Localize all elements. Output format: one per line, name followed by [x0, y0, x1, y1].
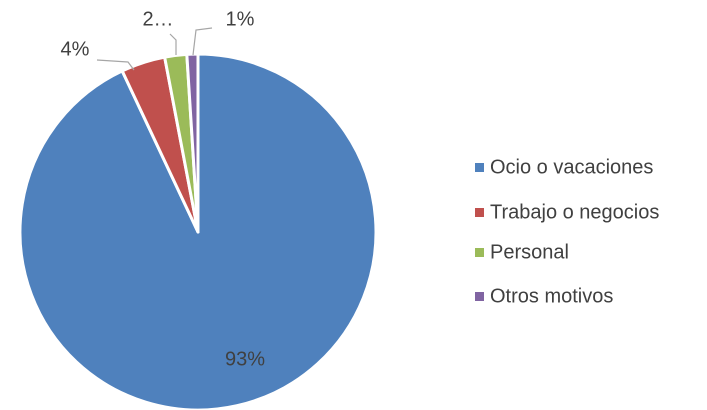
legend-label: Ocio o vacaciones: [490, 156, 653, 178]
legend-label: Otros motivos: [490, 285, 613, 307]
data-label: 2…: [142, 8, 173, 30]
leader-line: [192, 27, 213, 56]
legend-label: Trabajo o negocios: [490, 201, 659, 223]
leader-line: [96, 59, 135, 71]
data-label: 93%: [225, 348, 265, 370]
data-label: 4%: [61, 38, 90, 60]
legend-swatch: [475, 163, 484, 172]
legend-swatch: [475, 292, 484, 301]
pie: [18, 52, 378, 410]
data-label: 1%: [226, 8, 255, 30]
leader-line: [169, 33, 177, 55]
data-labels: 93% 4% 2… 1%: [61, 8, 266, 370]
legend-swatch: [475, 248, 484, 257]
pie-slice: [185, 52, 200, 234]
legend: Ocio o vacaciones Trabajo o negocios Perso…: [475, 156, 659, 307]
legend-swatch: [475, 208, 484, 217]
pie-slice: [18, 52, 378, 410]
legend-label: Personal: [490, 241, 569, 263]
